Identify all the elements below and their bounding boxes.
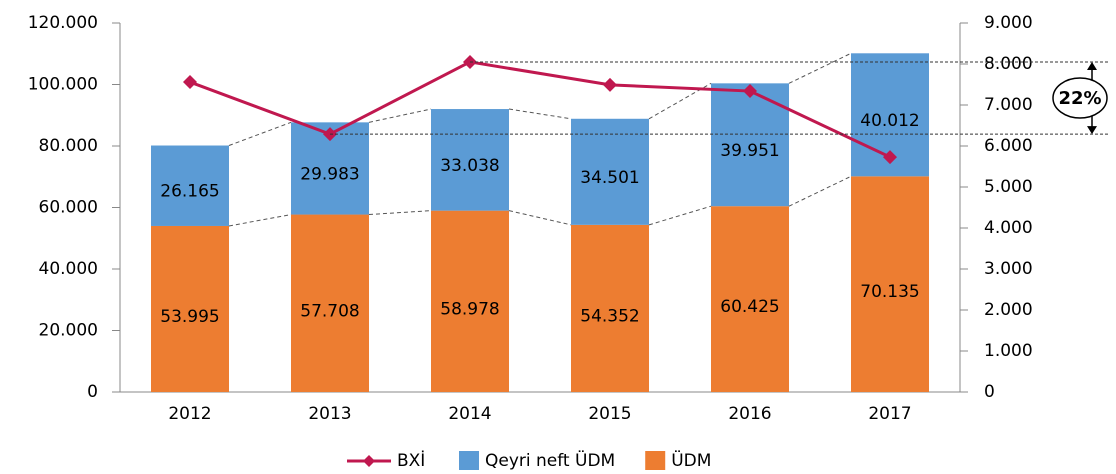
data-label: 39.951 <box>720 141 779 161</box>
legend-label: ÜDM <box>671 449 711 470</box>
y-tick-label: 80.000 <box>39 136 98 156</box>
marker <box>883 150 897 165</box>
x-tick-label: 2015 <box>588 404 631 424</box>
bar-segment <box>291 214 369 392</box>
bar-segment <box>851 176 929 392</box>
marker <box>183 75 197 90</box>
bar-segment <box>571 118 649 225</box>
connector <box>368 108 432 123</box>
y2-tick-label: 3.000 <box>984 259 1033 279</box>
y-tick-label: 40.000 <box>39 259 98 279</box>
data-label: 57.708 <box>300 301 359 321</box>
bar-segment <box>571 224 649 392</box>
data-label: 26.165 <box>160 182 219 202</box>
connector <box>788 175 852 207</box>
y-tick-label: 0 <box>87 382 98 402</box>
connector <box>508 210 572 226</box>
y2-tick-label: 2.000 <box>984 300 1033 320</box>
data-label: 60.425 <box>720 297 779 317</box>
legend-swatch <box>459 451 479 471</box>
connector <box>648 205 712 226</box>
annotation-ellipse <box>1052 77 1108 119</box>
y-tick-label: 100.000 <box>28 75 98 95</box>
arrow-head <box>1087 61 1097 135</box>
connector <box>228 214 292 227</box>
x-tick-label: 2012 <box>168 404 211 424</box>
connector <box>508 108 572 120</box>
legend-label: Qeyri neft ÜDM <box>485 449 615 470</box>
y2-tick-label: 4.000 <box>984 218 1033 238</box>
y-tick-label: 60.000 <box>39 198 98 218</box>
line <box>189 60 891 159</box>
y2-tick-label: 1.000 <box>984 341 1033 361</box>
data-label: 33.038 <box>440 156 499 176</box>
y2-tick-label: 5.000 <box>984 177 1033 197</box>
x-tick-label: 2013 <box>308 404 351 424</box>
marker <box>603 77 617 92</box>
bar-segment <box>431 210 509 392</box>
y-tick-label: 120.000 <box>28 13 98 33</box>
y2-tick-label: 0 <box>984 382 995 402</box>
bar-segment <box>431 109 509 211</box>
bar-segment <box>711 206 789 392</box>
data-label: 54.352 <box>580 306 639 326</box>
legend-swatch <box>645 451 666 471</box>
legend-label: BXİ <box>397 450 425 470</box>
x-tick-label: 2016 <box>728 404 771 424</box>
data-label: 29.983 <box>300 164 359 184</box>
legend-marker <box>363 455 375 467</box>
bar-segment <box>151 225 229 392</box>
marker <box>743 84 757 99</box>
data-label: 53.995 <box>160 307 219 327</box>
connector <box>228 121 292 146</box>
y2-tick-label: 6.000 <box>984 136 1033 156</box>
data-label: 70.135 <box>860 282 919 302</box>
y2-tick-label: 7.000 <box>984 95 1033 115</box>
y2-tick-label: 8.000 <box>984 54 1033 74</box>
x-tick-label: 2017 <box>868 404 911 424</box>
bar-segment <box>151 145 229 226</box>
x-tick-label: 2014 <box>448 404 491 424</box>
data-label: 34.501 <box>580 168 639 188</box>
y2-tick-label: 9.000 <box>984 13 1033 33</box>
data-label: 58.978 <box>440 299 499 319</box>
connector <box>788 52 852 84</box>
connector <box>368 210 432 216</box>
data-label: 40.012 <box>860 111 919 131</box>
annotation: 22% <box>1058 88 1101 109</box>
y-tick-label: 20.000 <box>39 321 98 341</box>
